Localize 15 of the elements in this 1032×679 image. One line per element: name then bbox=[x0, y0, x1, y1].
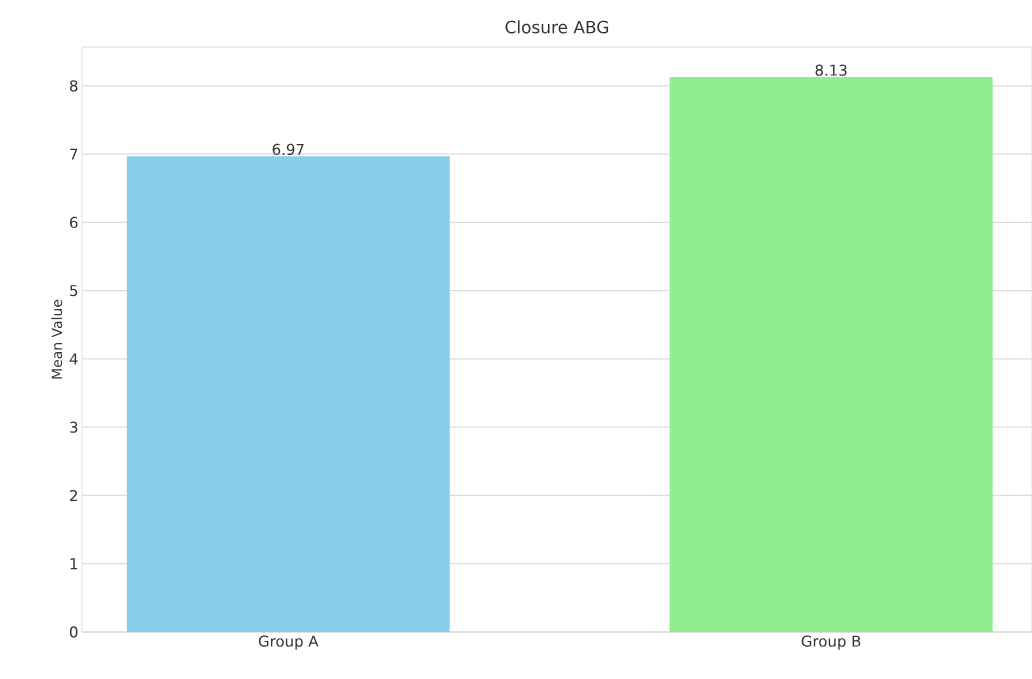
x-tick-label: Group A bbox=[258, 635, 319, 650]
y-tick-label: 5 bbox=[70, 285, 78, 297]
data-label: 8.13 bbox=[815, 64, 847, 76]
y-tick-label: 1 bbox=[70, 558, 78, 570]
y-tick-label: 7 bbox=[70, 148, 78, 160]
chart-title: Closure ABG bbox=[505, 20, 609, 34]
y-tick-label: 2 bbox=[70, 489, 77, 502]
y-tick-label: 3 bbox=[70, 421, 78, 433]
x-tick-label: Group B bbox=[801, 635, 861, 650]
y-axis-title: Mean Value bbox=[51, 299, 63, 379]
y-tick-label: 0 bbox=[69, 626, 78, 638]
y-tick-label: 8 bbox=[70, 80, 78, 92]
data-label: 6.97 bbox=[272, 143, 304, 156]
y-tick-label: 6 bbox=[70, 216, 78, 229]
y-tick-label: 4 bbox=[69, 353, 78, 365]
